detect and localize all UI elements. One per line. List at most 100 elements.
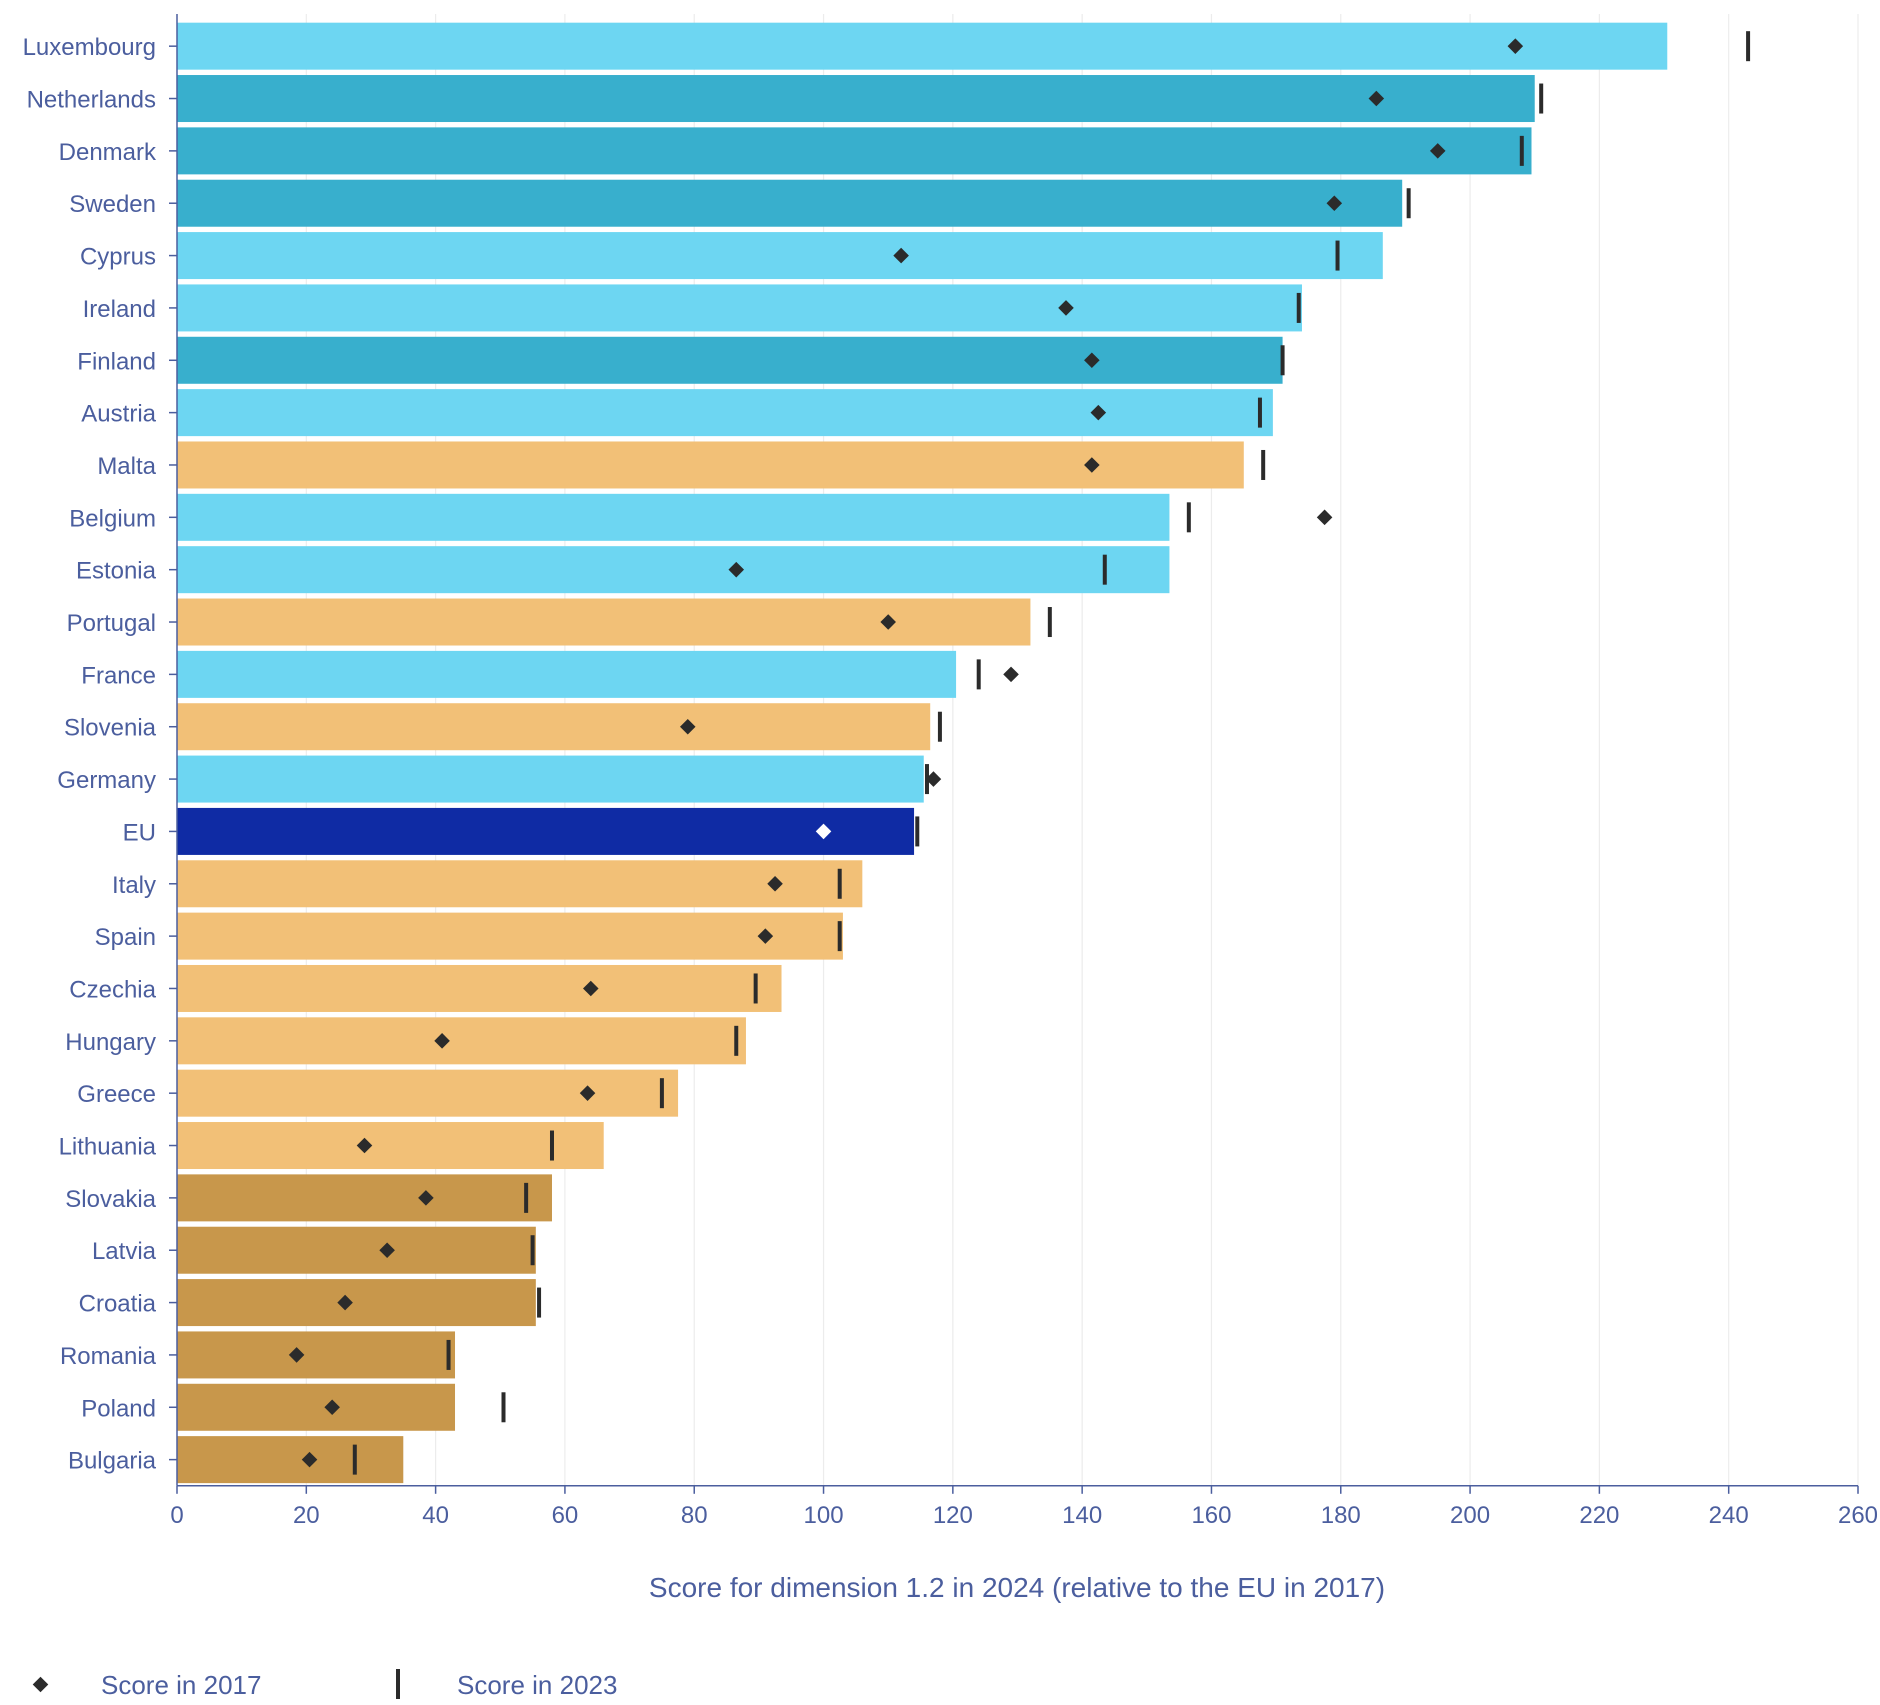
marker-2023-portugal: [1047, 607, 1052, 638]
bar-lithuania: [177, 1122, 604, 1170]
marker-2023-france: [976, 659, 981, 690]
x-tick-label: 80: [681, 1502, 708, 1529]
y-tick-label-spain: Spain: [95, 924, 156, 951]
bar-hungary: [177, 1017, 746, 1065]
marker-2017-slovakia: [418, 1190, 434, 1206]
bar-italy: [177, 860, 863, 908]
y-tick-label-netherlands: Netherlands: [27, 87, 156, 114]
marker-2017-hungary: [434, 1033, 450, 1049]
marker-2023-ireland: [1296, 292, 1301, 323]
marker-2017-belgium: [1316, 509, 1333, 526]
bar-greece: [177, 1069, 679, 1117]
marker-2023-spain: [837, 921, 842, 952]
marker-2023-sweden: [1406, 188, 1411, 219]
legend-marker-2017-diamond-icon: [32, 1676, 49, 1693]
marker-2023-estonia: [1102, 554, 1107, 585]
marker-2023-eu: [915, 816, 920, 847]
y-tick-label-greece: Greece: [77, 1081, 156, 1108]
marker-2023-bulgaria: [352, 1444, 357, 1475]
y-tick-label-cyprus: Cyprus: [80, 244, 156, 271]
y-tick-label-eu: EU: [123, 819, 156, 846]
bars: [177, 22, 1668, 1484]
markers: [288, 31, 1751, 1475]
axes: 0 20 40 60 80 100 120 140 160 180 200 220 240 260 Luxe…: [23, 14, 1878, 1529]
y-tick-label-poland: Poland: [81, 1395, 156, 1422]
x-tick-label: 20: [293, 1502, 320, 1529]
legend-label-2023: Score in 2023: [457, 1670, 617, 1700]
y-tick-label-belgium: Belgium: [69, 505, 156, 532]
y-tick-label-austria: Austria: [81, 401, 156, 428]
marker-2023-lithuania: [549, 1130, 554, 1161]
bar-cyprus: [177, 232, 1383, 280]
bar-eu: [177, 807, 915, 855]
marker-2023-greece: [659, 1078, 664, 1109]
x-tick-label: 140: [1062, 1502, 1102, 1529]
marker-2017-ireland: [1058, 300, 1074, 316]
y-tick-label-bulgaria: Bulgaria: [68, 1448, 157, 1475]
marker-2023-austria: [1257, 397, 1262, 428]
marker-2017-lithuania: [356, 1137, 373, 1154]
marker-2023-luxembourg: [1746, 31, 1751, 62]
marker-2023-czechia: [753, 973, 758, 1004]
marker-2017-croatia: [337, 1294, 353, 1311]
marker-2017-portugal: [880, 614, 896, 630]
y-tick-label-ireland: Ireland: [83, 296, 156, 323]
x-tick-label: 260: [1838, 1502, 1878, 1529]
x-tick-label: 100: [804, 1502, 844, 1529]
bar-slovenia: [177, 703, 931, 751]
y-tick-label-croatia: Croatia: [79, 1291, 157, 1318]
marker-2023-cyprus: [1335, 240, 1340, 271]
x-tick-label: 220: [1579, 1502, 1619, 1529]
marker-2023-hungary: [734, 1025, 739, 1056]
bar-estonia: [177, 546, 1170, 594]
y-tick-label-malta: Malta: [97, 453, 156, 480]
marker-2017-france: [1003, 666, 1019, 683]
bar-spain: [177, 912, 843, 960]
bar-luxembourg: [177, 22, 1668, 70]
marker-2017-poland: [324, 1399, 340, 1416]
marker-2017-latvia: [379, 1242, 395, 1259]
x-axis-title: Score for dimension 1.2 in 2024 (relativ…: [649, 1572, 1385, 1603]
y-tick-label-czechia: Czechia: [69, 976, 156, 1003]
y-tick-label-sweden: Sweden: [69, 191, 156, 218]
x-tick-label: 40: [422, 1502, 449, 1529]
legend-marker-2023-tick-icon: [396, 1669, 400, 1699]
x-tick-label: 60: [552, 1502, 579, 1529]
x-tick-label: 180: [1321, 1502, 1361, 1529]
y-tick-label-portugal: Portugal: [67, 610, 156, 637]
legend: Score in 2017 Score in 2023: [32, 1669, 617, 1700]
bar-belgium: [177, 493, 1170, 541]
y-tick-label-italy: Italy: [112, 872, 156, 899]
marker-2017-eu: [815, 823, 832, 840]
marker-2023-romania: [446, 1339, 451, 1370]
bar-czechia: [177, 964, 782, 1012]
x-tick-label: 200: [1450, 1502, 1490, 1529]
bar-latvia: [177, 1226, 536, 1274]
marker-2017-greece: [579, 1085, 596, 1101]
marker-2023-slovakia: [524, 1182, 529, 1213]
y-tick-label-france: France: [81, 662, 156, 689]
marker-2023-croatia: [537, 1287, 542, 1318]
legend-label-2017: Score in 2017: [101, 1670, 261, 1700]
bar-finland: [177, 336, 1283, 384]
bar-slovakia: [177, 1174, 552, 1222]
y-tick-label-slovenia: Slovenia: [64, 715, 157, 742]
marker-2017-bulgaria: [301, 1451, 318, 1468]
x-tick-label: 0: [170, 1502, 183, 1529]
bar-ireland: [177, 284, 1302, 332]
marker-2017-denmark: [1429, 143, 1446, 159]
bar-sweden: [177, 179, 1403, 227]
marker-2017-sweden: [1326, 195, 1343, 212]
bar-poland: [177, 1383, 456, 1431]
marker-2023-italy: [837, 868, 842, 899]
x-tick-label: 160: [1191, 1502, 1231, 1529]
y-tick-label-germany: Germany: [57, 767, 156, 794]
bar-france: [177, 650, 957, 698]
y-tick-label-finland: Finland: [77, 348, 156, 375]
marker-2017-finland: [1084, 352, 1100, 369]
marker-2017-slovenia: [679, 718, 696, 735]
bar-croatia: [177, 1279, 536, 1327]
marker-2023-belgium: [1186, 502, 1191, 533]
marker-2023-denmark: [1519, 135, 1524, 166]
